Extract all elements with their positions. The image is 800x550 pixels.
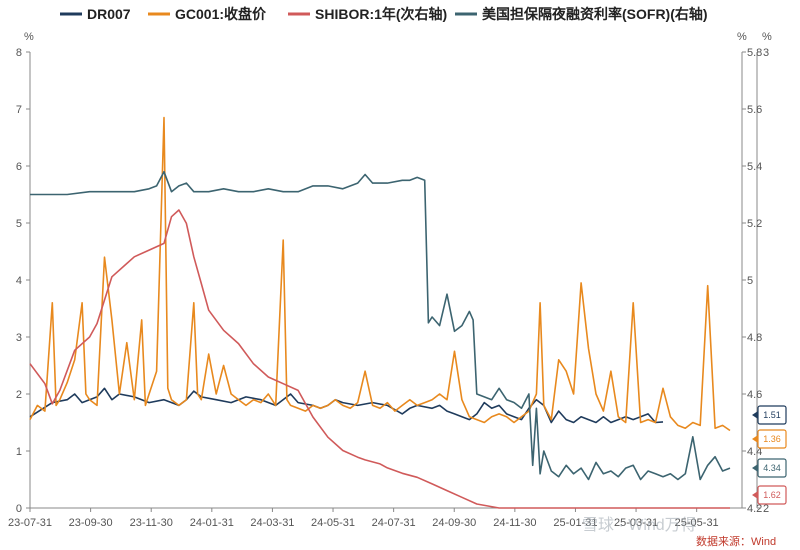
dr007-line [29, 387, 664, 424]
legend: DR007 GC001:收盘价 SHIBOR:1年(次右轴) 美国担保隔夜融资利率(S… [60, 6, 708, 22]
secondary-right-axis-unit: % [762, 31, 772, 43]
series-lines [29, 116, 731, 509]
x-tick-label: 24-01-31 [190, 517, 234, 529]
left-tick-label: 3 [16, 332, 22, 344]
right-tick-label: 4.8 [747, 332, 762, 344]
left-tick-label: 8 [16, 47, 22, 59]
right-axis-unit: % [737, 31, 747, 43]
right-tick-label: 4.2 [747, 503, 762, 515]
left-axis-ticks: 0 1 2 3 4 5 6 7 8 [16, 47, 30, 515]
right-axis-ticks: 4.2 4.4 4.6 4.8 5 5.2 5.4 5.6 5.8 [742, 47, 762, 515]
legend-label: 美国担保隔夜融资利率(SOFR)(右轴) [482, 6, 708, 22]
x-tick-label: 23-07-31 [8, 517, 52, 529]
legend-label: DR007 [87, 6, 131, 22]
secondary-right-tick-label: 3 [763, 47, 769, 59]
x-tick-label: 25-05-31 [675, 517, 719, 529]
x-tick-label: 24-11-30 [493, 517, 536, 529]
end-tag-pointer [752, 491, 758, 499]
end-tag-pointer [752, 435, 758, 443]
left-tick-label: 6 [16, 161, 22, 173]
x-tick-label: 23-09-30 [69, 517, 113, 529]
secondary-right-tick-label: 2 [763, 503, 769, 515]
end-tag-value: 1.51 [763, 410, 781, 420]
left-axis-unit: % [24, 31, 34, 43]
left-tick-label: 5 [16, 218, 22, 230]
end-tag-value: 1.62 [763, 490, 781, 500]
x-tick-label: 24-05-31 [311, 517, 355, 529]
right-tick-label: 5.6 [747, 104, 762, 116]
end-tag-pointer [752, 411, 758, 419]
sofr-line [30, 170, 731, 481]
left-tick-label: 2 [16, 389, 22, 401]
source-text: 数据来源：Wind [696, 534, 776, 548]
right-tick-label: 4.4 [747, 446, 762, 458]
left-tick-label: 1 [16, 446, 22, 458]
end-tag-value: 1.36 [763, 434, 781, 444]
end-value-tags: 1.51 1.36 4.34 1.62 [752, 405, 787, 505]
x-tick-label: 24-07-31 [372, 517, 416, 529]
x-tick-label: 25-01-31 [553, 517, 597, 529]
end-tag-pointer [752, 464, 758, 472]
x-tick-label: 25-03-31 [614, 517, 658, 529]
end-tag-value: 4.34 [763, 463, 781, 473]
left-tick-label: 0 [16, 503, 22, 515]
right-tick-label: 5.8 [747, 47, 762, 59]
secondary-right-axis-ticks: 23 [757, 47, 769, 515]
right-tick-label: 5.4 [747, 161, 762, 173]
shibor-line [29, 209, 730, 509]
x-axis-ticks: 23-07-31 23-09-30 23-11-30 24-01-31 24-03-31… [8, 508, 719, 529]
right-tick-label: 5 [747, 275, 753, 287]
watermark: 雪球 · Wind万得 [582, 516, 697, 534]
right-tick-label: 5.2 [747, 218, 762, 230]
right-tick-label: 4.6 [747, 389, 762, 401]
legend-label: SHIBOR:1年(次右轴) [315, 6, 447, 22]
gc001-line [29, 116, 731, 432]
x-tick-label: 24-09-30 [432, 517, 476, 529]
left-tick-label: 4 [16, 275, 22, 287]
x-tick-label: 23-11-30 [130, 517, 173, 529]
axes [29, 52, 758, 509]
legend-label: GC001:收盘价 [175, 6, 267, 22]
x-tick-label: 24-03-31 [250, 517, 294, 529]
left-tick-label: 7 [16, 104, 22, 116]
